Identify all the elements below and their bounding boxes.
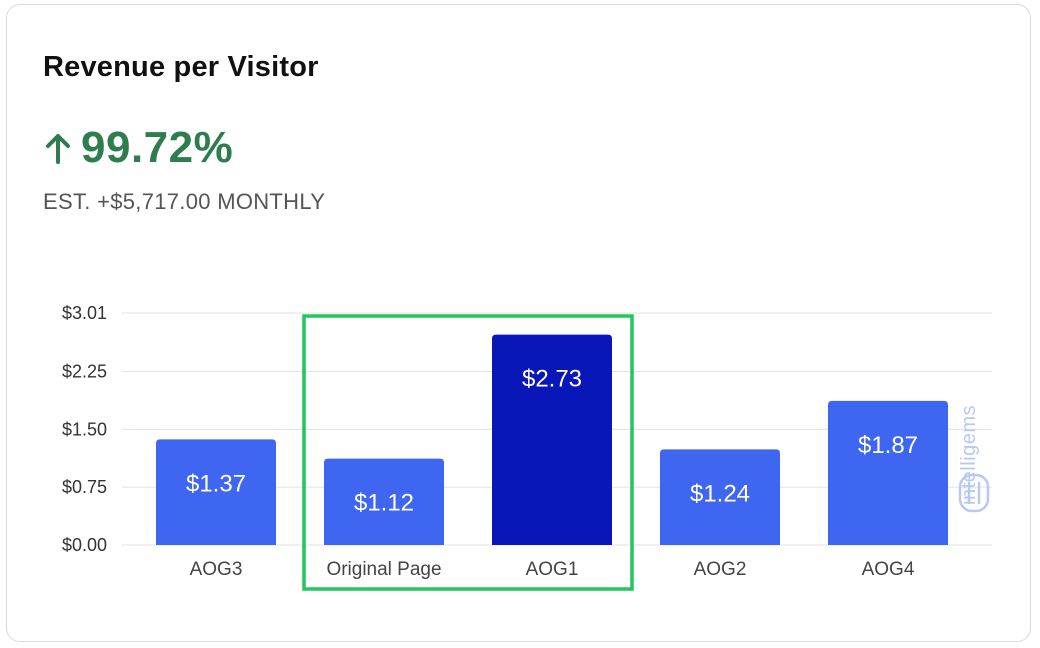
bar-aog4[interactable]	[828, 400, 948, 545]
bar-value-label: $1.24	[690, 480, 750, 507]
y-tick-label: $0.00	[62, 535, 107, 555]
x-tick-label: AOG3	[190, 559, 243, 580]
bar-chart: $0.00 $0.75 $1.50 $2.25 $3.01 $1.37 AOG3 $1.12…	[62, 303, 992, 591]
y-axis-ticks: $0.00 $0.75 $1.50 $2.25 $3.01	[62, 303, 107, 555]
y-tick-label: $0.75	[62, 477, 107, 497]
x-tick-label: AOG4	[862, 559, 915, 580]
bar-aog2[interactable]	[660, 449, 780, 545]
highlight-group	[302, 314, 634, 591]
bar-value-label: $2.73	[522, 366, 582, 393]
change-value: 99.72%	[81, 123, 234, 172]
bar-value-label: $1.12	[354, 490, 414, 517]
highlight-box	[302, 314, 634, 591]
y-tick-label: $2.25	[62, 362, 107, 382]
bar-aog3[interactable]	[156, 439, 276, 545]
card-title: Revenue per Visitor	[43, 51, 319, 83]
bar-value-label: $1.87	[858, 432, 918, 459]
x-tick-label: AOG2	[694, 559, 747, 580]
y-tick-label: $3.01	[62, 303, 107, 323]
monthly-estimate: EST. +$5,717.00 MONTHLY	[43, 189, 326, 214]
y-tick-label: $1.50	[62, 419, 107, 439]
intelligems-logo-icon	[958, 473, 990, 513]
bar-value-label: $1.37	[186, 470, 246, 497]
x-tick-label: AOG1	[526, 559, 579, 580]
revenue-per-visitor-card: Revenue per Visitor 99.72% EST. +$5,717.…	[6, 4, 1031, 642]
chart-bars: $1.37 AOG3 $1.12 Original Page $2.73 AOG1 $1.2…	[156, 334, 948, 580]
x-tick-label: Original Page	[326, 559, 441, 580]
change-indicator: 99.72%	[43, 123, 233, 173]
bar-original-page[interactable]	[324, 458, 444, 545]
bar-aog1[interactable]	[492, 334, 612, 545]
arrow-up-icon	[46, 134, 70, 164]
